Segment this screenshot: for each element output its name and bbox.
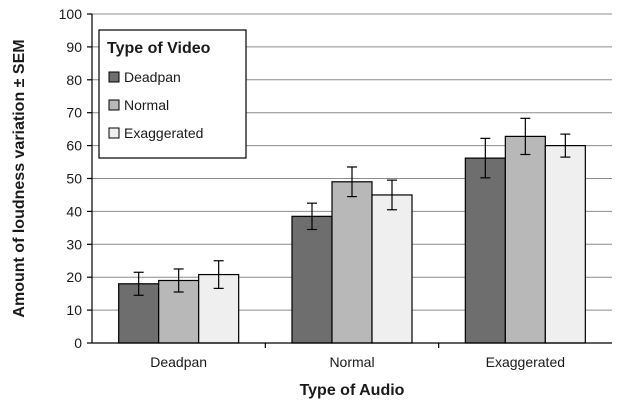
x-tick-label: Normal: [329, 354, 374, 370]
legend-swatch-deadpan: [108, 71, 120, 83]
y-tick-label: 80: [66, 72, 82, 88]
legend-swatch-normal: [108, 99, 120, 111]
y-tick-label: 50: [66, 171, 82, 187]
y-tick-label: 70: [66, 105, 82, 121]
legend-label: Deadpan: [124, 69, 181, 85]
y-tick-label: 100: [59, 6, 83, 22]
error-bars: [133, 117, 571, 296]
y-tick-label: 10: [66, 302, 82, 318]
x-tick-label: Exaggerated: [486, 354, 565, 370]
legend-items: Deadpan Normal Exaggerated: [108, 69, 203, 141]
y-tick-label: 60: [66, 138, 82, 154]
x-axis-title: Type of Audio: [300, 382, 405, 399]
bars: [118, 135, 586, 344]
bar-normal-deadpan: [291, 215, 333, 344]
x-axis-ticks: Deadpan Normal Exaggerated: [150, 343, 565, 370]
y-tick-label: 40: [66, 203, 82, 219]
legend-title: Type of Video: [107, 40, 211, 57]
legend-label: Exaggerated: [124, 125, 203, 141]
x-tick-label: Deadpan: [150, 354, 207, 370]
y-tick-label: 0: [74, 335, 82, 351]
bar-exaggerated-deadpan: [464, 157, 506, 344]
bar-exaggerated-exaggerated: [544, 145, 586, 344]
y-tick-label: 30: [66, 236, 82, 252]
legend-label: Normal: [124, 97, 169, 113]
bar-normal-exaggerated: [371, 194, 413, 344]
bar-exaggerated-normal: [504, 135, 546, 344]
y-axis-title: Amount of loudness variation ± SEM: [11, 39, 28, 317]
y-axis-ticks: 0 10 20 30 40 50 60 70 80 90 100: [59, 6, 92, 351]
y-tick-label: 20: [66, 269, 82, 285]
bar-normal-normal: [331, 181, 373, 344]
y-tick-label: 90: [66, 39, 82, 55]
legend-swatch-exaggerated: [108, 127, 120, 139]
legend: Type of Video Deadpan Normal Exaggerated: [98, 29, 247, 159]
legend-box: [98, 29, 247, 159]
